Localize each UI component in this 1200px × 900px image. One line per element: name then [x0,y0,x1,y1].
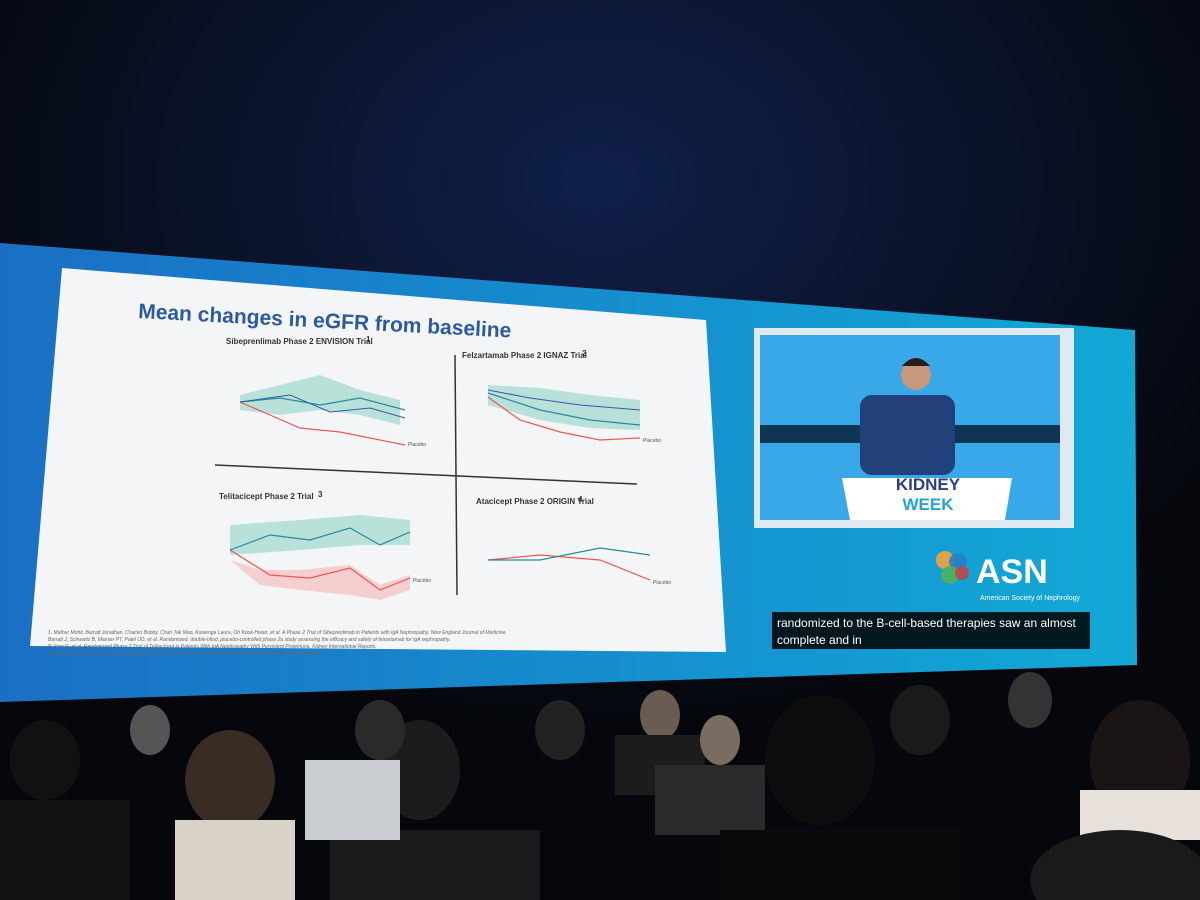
divider [214,464,638,485]
legend: Placebo [653,580,671,586]
caption: randomized to the B-cell-based therapies… [772,612,1090,649]
reference: 1. Mathur Mohit, Barratt Jonathan, Chack… [48,630,507,636]
divider [454,354,458,596]
reference: Barratt J, Schwartz B, Manser PT, Patel … [48,637,451,643]
ref-mark: 1 [366,335,371,344]
references: 1. Mathur Mohit, Barratt Jonathan, Chack… [48,630,507,657]
reference: P, Xing G, et al. Randomized Phase 2 Tri… [48,644,377,650]
caption-line: complete and in [777,633,862,647]
panel: Atacicept Phase 2 ORIGIN Trial 4 Placebo [476,495,671,586]
panel: Sibeprenlimab Phase 2 ENVISION Trial 1 P… [226,335,426,448]
legend: Placebo [643,438,661,444]
panel-title: Sibeprenlimab Phase 2 ENVISION Trial [226,337,373,346]
ref-mark: 4 [578,495,583,504]
podium-text: KIDNEY [896,475,961,494]
panel-title: Atacicept Phase 2 ORIGIN Trial [476,497,594,506]
panel-title: Felzartamab Phase 2 IGNAZ Trial [462,351,587,360]
caption-line: randomized to the B-cell-based therapies… [777,616,1076,630]
panel: Telitacicept Phase 2 Trial 3 Placebo [219,490,431,600]
ref-mark: 2 [582,349,587,358]
video-feed: KIDNEY WEEK [754,328,1074,528]
logo-name: ASN [976,553,1048,591]
legend: Placebo [408,442,426,448]
logo-subtitle: American Society of Nephrology [980,595,1080,602]
panel: Felzartamab Phase 2 IGNAZ Trial 2 Placeb… [462,349,661,444]
legend: Placebo [413,578,431,584]
podium-text: WEEK [903,495,955,514]
panel-title: Telitacicept Phase 2 Trial [219,492,314,501]
audience [0,672,1200,900]
logo: ASN American Society of Nephrology [936,551,1080,602]
reference: randomized, double-blind, placebo-contro… [48,651,323,657]
ref-mark: 3 [318,490,323,499]
